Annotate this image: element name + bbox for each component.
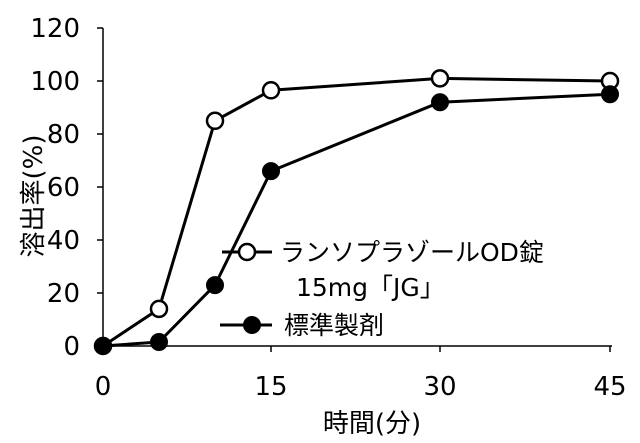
series-1-point	[261, 81, 281, 100]
y-tick-label: 60	[47, 173, 80, 203]
series-1-line	[102, 76, 611, 348]
series-2-point	[262, 162, 280, 181]
y-ticks: 0 20 40 60 80 100 120	[30, 14, 103, 362]
y-tick-label: 80	[47, 120, 80, 150]
y-tick-label: 100	[30, 67, 80, 97]
series-2-point	[206, 276, 224, 295]
y-tick-label: 40	[47, 226, 80, 256]
series-2-point	[601, 85, 619, 104]
y-tick-label: 0	[63, 332, 80, 362]
legend-marker-series-2	[243, 316, 261, 334]
x-tick-label: 30	[423, 372, 456, 402]
y-tick-label: 20	[47, 279, 80, 309]
legend-label-series-1: ランソプラゾールOD錠	[280, 238, 544, 267]
y-axis-label: 溶出率(%)	[19, 135, 49, 258]
series-2-point	[150, 333, 168, 351]
series-2-point	[431, 93, 449, 112]
series-1-point	[149, 299, 169, 319]
series-1-point	[430, 69, 450, 88]
series-points	[93, 69, 620, 356]
legend-label-series-1-line2: 15mg「JG」	[296, 273, 445, 302]
legend-marker-series-1	[237, 242, 257, 262]
legend: ランソプラゾールOD錠 15mg「JG」 標準製剤	[220, 238, 544, 340]
x-tick-label: 15	[254, 372, 287, 402]
x-ticks: 0 15 30 45	[95, 346, 627, 402]
y-tick-label: 120	[30, 14, 80, 44]
legend-label-series-2: 標準製剤	[284, 311, 384, 340]
x-tick-label: 0	[95, 372, 112, 402]
x-tick-label: 45	[593, 372, 626, 402]
x-axis-label: 時間(分)	[323, 409, 421, 439]
series-2-point	[94, 337, 112, 355]
series-2-line	[102, 92, 611, 348]
series-1-point	[205, 111, 225, 131]
series-lines	[102, 76, 611, 348]
